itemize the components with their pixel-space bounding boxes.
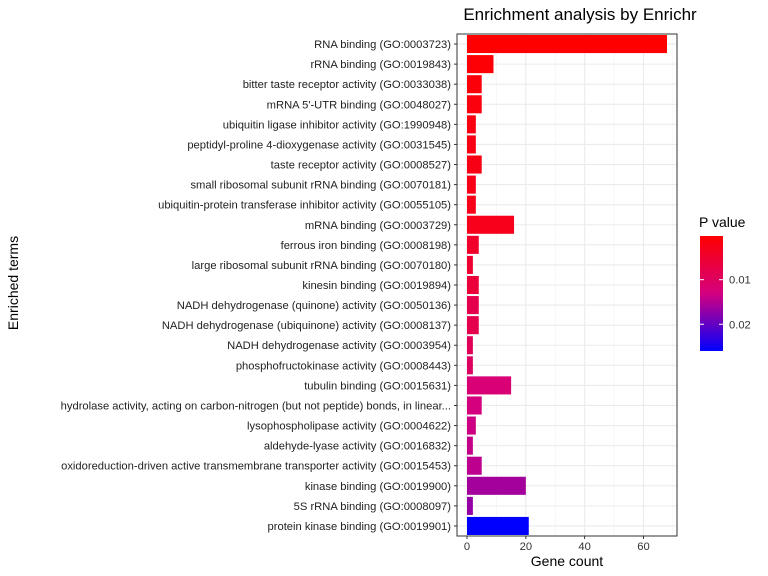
bar (467, 456, 482, 475)
term-labels: RNA binding (GO:0003723) rRNA binding (GO… (61, 39, 457, 533)
term-label: peptidyl-proline 4-dioxygenase activity … (187, 139, 451, 151)
bar (467, 155, 482, 174)
x-axis-label: Gene count (531, 553, 603, 569)
x-tick-label: 60 (637, 541, 649, 553)
term-label: NADH dehydrogenase (ubiquinone) activity… (162, 320, 451, 332)
bar (467, 95, 482, 114)
bar (467, 316, 479, 335)
bar (467, 516, 529, 535)
chart-title: Enrichment analysis by Enrichr (463, 5, 697, 24)
bar (467, 135, 476, 154)
bar (467, 175, 476, 194)
bar (467, 235, 479, 254)
term-label: ubiquitin-protein transferase inhibitor … (158, 200, 451, 212)
x-tick-label: 20 (520, 541, 532, 553)
term-label: aldehyde-lyase activity (GO:0016832) (264, 441, 451, 453)
term-label: tubulin binding (GO:0015631) (304, 380, 451, 392)
bar (467, 75, 482, 94)
x-tick-label: 40 (578, 541, 590, 553)
bar (467, 35, 667, 54)
term-label: taste receptor activity (GO:0008527) (271, 160, 452, 172)
term-label: small ribosomal subunit rRNA binding (GO… (190, 180, 451, 192)
pvalue-legend: P value 0.01 0.02 (699, 214, 751, 351)
term-label: rRNA binding (GO:0019843) (310, 59, 451, 71)
term-label: protein kinase binding (GO:0019901) (268, 521, 452, 533)
bar (467, 416, 476, 435)
term-label: oxidoreduction-driven active transmembra… (61, 461, 451, 473)
bar (467, 275, 479, 295)
bar (467, 55, 494, 74)
term-label: kinesin binding (GO:0019894) (302, 280, 451, 292)
term-label: RNA binding (GO:0003723) (314, 39, 451, 51)
bar (467, 356, 473, 375)
term-label: phosphofructokinase activity (GO:0008443… (236, 360, 451, 372)
term-label: 5S rRNA binding (GO:0008097) (294, 501, 452, 513)
bars-group (467, 35, 667, 535)
legend-tick-label: 0.02 (729, 319, 751, 331)
term-label: mRNA 5'-UTR binding (GO:0048027) (267, 99, 452, 111)
term-label: large ribosomal subunit rRNA binding (GO… (192, 260, 452, 272)
term-label: bitter taste receptor activity (GO:00330… (243, 79, 452, 91)
bar (467, 376, 512, 395)
bar (467, 496, 473, 515)
term-label: ubiquitin ligase inhibitor activity (GO:… (223, 119, 451, 131)
bar (467, 255, 473, 274)
x-tick-label: 0 (464, 541, 470, 553)
bar (467, 396, 482, 415)
term-label: mRNA binding (GO:0003729) (305, 220, 451, 232)
legend-title: P value (699, 214, 746, 230)
legend-ticks: 0.01 0.02 (700, 275, 751, 331)
x-axis-ticks: 0 20 40 60 (464, 536, 650, 553)
term-label: kinase binding (GO:0019900) (305, 481, 451, 493)
term-label: NADH dehydrogenase (quinone) activity (G… (177, 300, 452, 312)
bar (467, 115, 476, 134)
bar (467, 215, 515, 234)
term-label: NADH dehydrogenase activity (GO:0003954) (227, 340, 451, 352)
bar (467, 436, 473, 455)
bar (467, 476, 526, 495)
legend-tick-label: 0.01 (729, 275, 751, 287)
bar (467, 195, 476, 214)
term-label: hydrolase activity, acting on carbon-nit… (61, 400, 451, 412)
y-axis-label: Enriched terms (5, 236, 21, 330)
bar (467, 296, 479, 315)
bar (467, 336, 473, 355)
term-label: lysophospholipase activity (GO:0004622) (247, 421, 451, 433)
legend-colorbar (700, 236, 723, 351)
term-label: ferrous iron binding (GO:0008198) (281, 240, 452, 252)
